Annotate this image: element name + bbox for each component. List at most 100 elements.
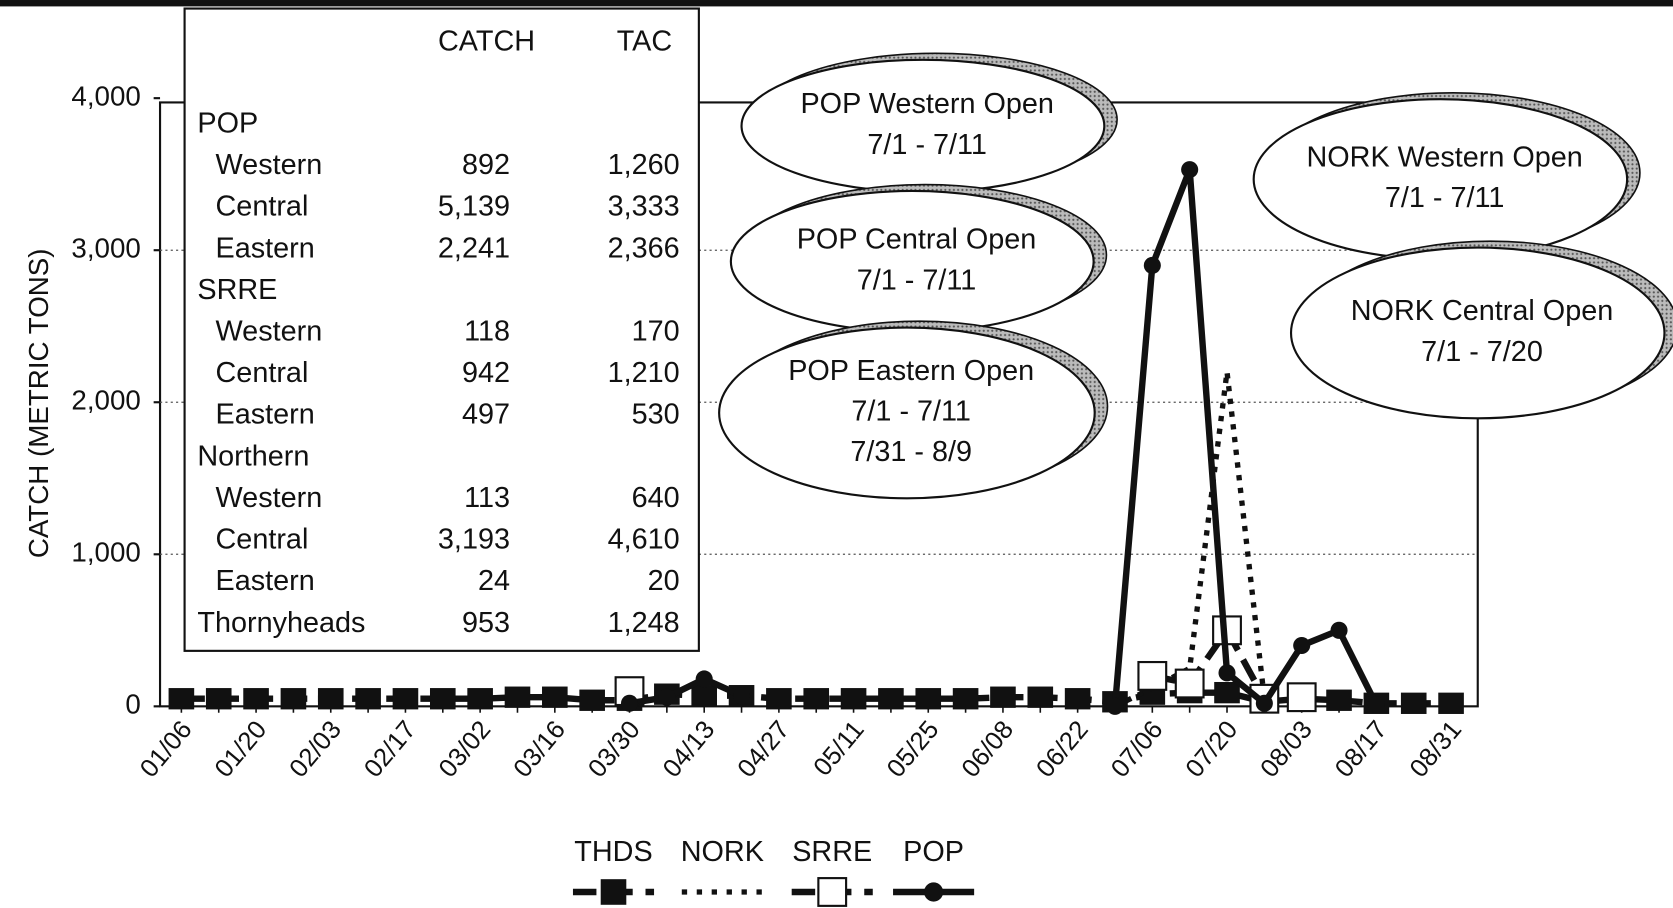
table-cell: 1,260: [608, 149, 680, 181]
series-line: [628, 675, 743, 707]
table-cell: 892: [462, 149, 510, 181]
marker: [620, 694, 639, 712]
table-row-label: Eastern: [216, 399, 315, 431]
x-tick-label: 03/02: [434, 716, 497, 783]
callout-text: POP Eastern Open: [788, 355, 1034, 387]
table-cell: 497: [462, 399, 510, 431]
table-row-label: Eastern: [216, 232, 315, 264]
callout-text: NORK Central Open: [1351, 295, 1613, 327]
table-cell: 640: [632, 482, 680, 514]
table-cell: 3,193: [438, 524, 510, 556]
x-tick-label: 06/22: [1031, 716, 1094, 783]
legend-label: SRRE: [792, 836, 872, 868]
marker: [691, 685, 717, 707]
marker: [733, 687, 751, 705]
callout-text: NORK Western Open: [1306, 142, 1582, 174]
y-tick-label: 4,000: [71, 80, 140, 111]
x-tick-label: 01/06: [135, 716, 198, 783]
x-tick-label: 03/30: [583, 716, 646, 783]
marker: [766, 688, 792, 710]
table-cell: 5,139: [438, 191, 510, 223]
x-tick-label: 02/03: [284, 716, 347, 783]
marker: [1143, 256, 1161, 274]
table-cell: 1,210: [608, 357, 680, 389]
table-row-label: Central: [216, 524, 309, 556]
y-tick-label: 3,000: [71, 233, 140, 264]
marker: [467, 688, 493, 710]
legend-marker: [923, 882, 944, 902]
x-tick-label: 08/17: [1330, 716, 1393, 783]
callout-text: 7/1 - 7/11: [857, 264, 977, 296]
y-tick-label: 2,000: [71, 385, 140, 416]
marker: [878, 688, 904, 710]
legend-marker: [817, 877, 848, 907]
marker: [1400, 692, 1427, 714]
x-tick-label: 04/13: [658, 716, 721, 783]
callout-text: 7/31 - 8/9: [850, 436, 972, 468]
callout: [718, 326, 1096, 500]
marker: [205, 688, 232, 710]
callout-text: POP Central Open: [797, 224, 1037, 256]
marker: [915, 688, 942, 710]
callout: [1289, 246, 1666, 420]
marker: [1137, 660, 1168, 691]
marker: [1326, 689, 1352, 711]
marker: [1214, 681, 1240, 704]
table-cell: 4,610: [608, 524, 680, 556]
callout-text: 7/1 - 7/11: [851, 396, 971, 428]
top-border: [0, 0, 1673, 7]
table-cell: 2,366: [608, 232, 680, 264]
marker: [1286, 682, 1317, 713]
x-tick-label: 06/08: [957, 716, 1020, 783]
table-row-label: Western: [216, 482, 323, 514]
callout-text: 7/1 - 7/11: [867, 129, 987, 161]
table-cell: 170: [632, 316, 680, 348]
table-row-label: Central: [216, 191, 309, 223]
marker: [803, 688, 830, 710]
marker: [695, 670, 713, 688]
table-cell: 2,241: [438, 232, 510, 264]
table-group: SRRE: [197, 274, 277, 306]
marker: [1438, 692, 1464, 714]
callout: [740, 58, 1106, 194]
table-cell: 118: [464, 316, 510, 348]
callout-text: 7/1 - 7/20: [1421, 336, 1543, 368]
marker: [1106, 697, 1124, 715]
callout-text: 7/1 - 7/11: [1385, 182, 1505, 214]
x-tick-label: 08/03: [1255, 716, 1318, 783]
table-group: Northern: [197, 440, 309, 472]
marker: [317, 688, 344, 710]
x-tick-label: 05/25: [882, 716, 945, 783]
marker: [840, 688, 867, 710]
legend-label: THDS: [574, 836, 652, 868]
table-row-label: Western: [216, 149, 323, 181]
marker: [168, 688, 195, 710]
table-box: [183, 7, 700, 652]
table-group: POP: [197, 107, 258, 139]
marker: [952, 688, 979, 710]
x-tick-label: 03/16: [508, 716, 571, 783]
table-header: CATCH: [438, 25, 535, 57]
x-tick-label: 05/11: [808, 716, 869, 782]
table-row-label: Central: [216, 357, 309, 389]
legend-label: NORK: [681, 836, 764, 868]
table-group: Thornyheads: [197, 607, 365, 639]
x-tick-label: 07/06: [1106, 716, 1169, 783]
callout-text: POP Western Open: [800, 88, 1053, 120]
table-cell: 942: [462, 357, 510, 389]
marker: [1367, 696, 1385, 714]
marker: [1064, 688, 1091, 710]
x-tick-label: 07/20: [1181, 716, 1244, 783]
x-tick-label: 08/31: [1405, 716, 1468, 783]
marker: [1330, 621, 1348, 639]
table-cell: 113: [464, 482, 510, 514]
table-cell: 24: [478, 565, 510, 597]
marker: [1027, 686, 1054, 708]
series-line: [1113, 369, 1268, 709]
table-cell: 1,248: [608, 607, 680, 639]
x-tick-label: 02/17: [359, 716, 422, 783]
marker: [280, 688, 307, 710]
marker: [1218, 664, 1236, 682]
x-tick-label: 01/20: [210, 716, 273, 783]
